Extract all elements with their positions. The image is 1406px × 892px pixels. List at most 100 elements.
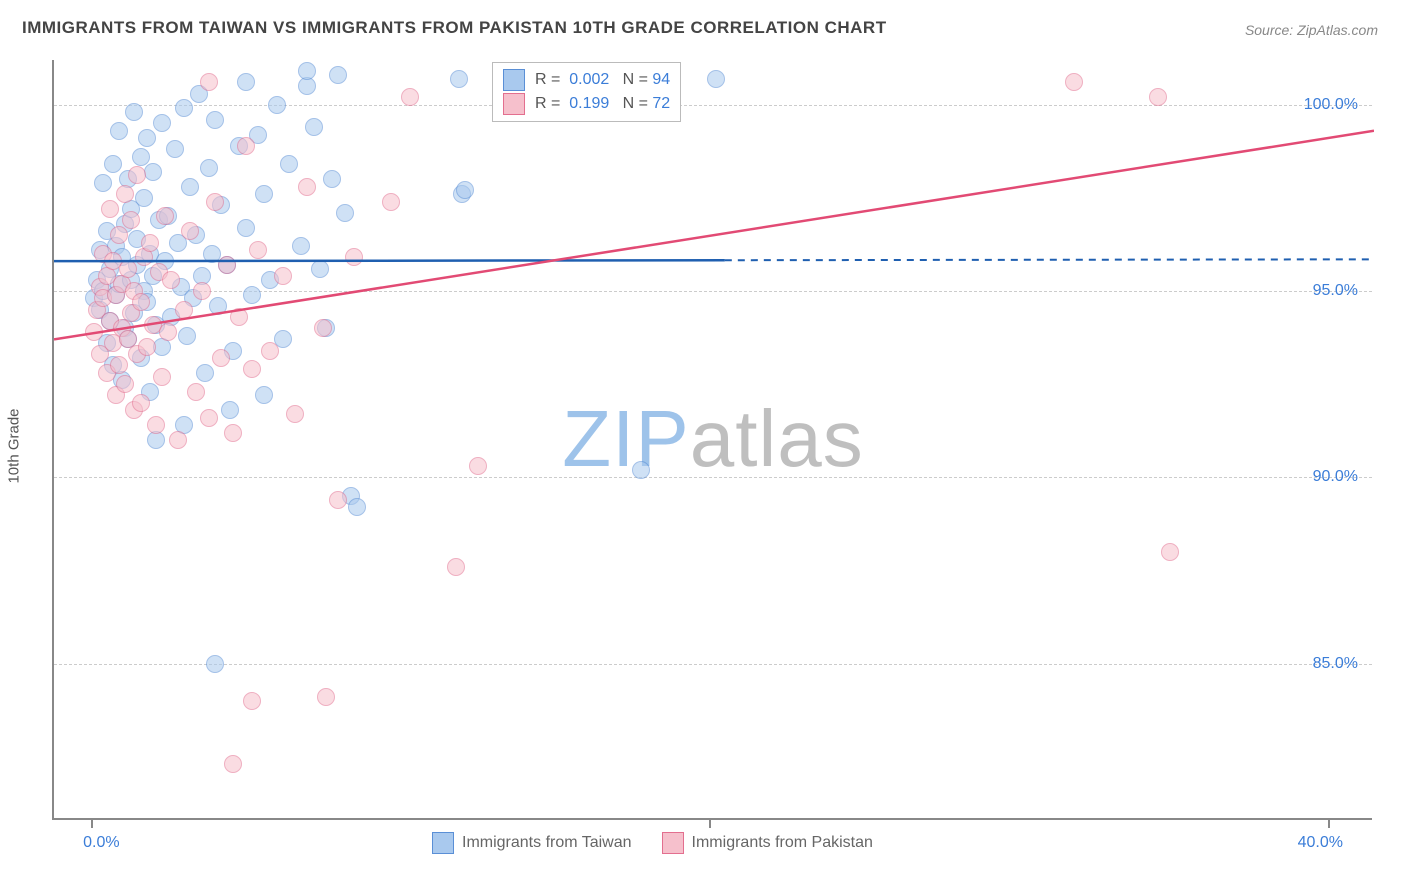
scatter-point — [469, 457, 487, 475]
legend-row: R = 0.002 N = 94 — [503, 69, 670, 91]
legend-correlation-box: R = 0.002 N = 94 R = 0.199 N = 72 — [492, 62, 681, 122]
scatter-point — [632, 461, 650, 479]
scatter-point — [147, 416, 165, 434]
legend-stats: R = 0.002 N = 94 — [535, 71, 670, 89]
scatter-point — [237, 219, 255, 237]
scatter-point — [206, 111, 224, 129]
scatter-point — [181, 178, 199, 196]
gridline — [54, 477, 1372, 478]
scatter-point — [456, 181, 474, 199]
scatter-point — [138, 338, 156, 356]
scatter-point — [132, 394, 150, 412]
watermark: ZIPatlas — [562, 393, 863, 485]
scatter-point — [175, 99, 193, 117]
scatter-point — [193, 282, 211, 300]
scatter-point — [116, 185, 134, 203]
scatter-point — [119, 260, 137, 278]
y-tick-label: 100.0% — [1304, 96, 1358, 114]
scatter-point — [311, 260, 329, 278]
y-tick-label: 85.0% — [1313, 655, 1358, 673]
scatter-point — [348, 498, 366, 516]
scatter-point — [274, 267, 292, 285]
scatter-point — [280, 155, 298, 173]
scatter-point — [329, 66, 347, 84]
scatter-point — [323, 170, 341, 188]
scatter-point — [286, 405, 304, 423]
scatter-point — [243, 360, 261, 378]
scatter-point — [101, 200, 119, 218]
scatter-point — [305, 118, 323, 136]
scatter-point — [200, 409, 218, 427]
scatter-point — [94, 174, 112, 192]
plot-area: ZIPatlas 85.0% 90.0% 95.0% 100.0% R = 0.002 … — [52, 60, 1372, 820]
scatter-point — [153, 368, 171, 386]
scatter-point — [230, 308, 248, 326]
scatter-point — [110, 226, 128, 244]
scatter-point — [255, 185, 273, 203]
scatter-point — [450, 70, 468, 88]
scatter-point — [122, 211, 140, 229]
scatter-point — [196, 364, 214, 382]
scatter-point — [237, 137, 255, 155]
scatter-point — [336, 204, 354, 222]
scatter-point — [200, 159, 218, 177]
y-tick-label: 90.0% — [1313, 468, 1358, 486]
scatter-point — [1065, 73, 1083, 91]
scatter-point — [144, 163, 162, 181]
scatter-point — [166, 140, 184, 158]
scatter-point — [178, 327, 196, 345]
scatter-point — [249, 241, 267, 259]
legend-swatch — [503, 93, 525, 115]
scatter-point — [132, 293, 150, 311]
scatter-point — [175, 301, 193, 319]
x-tick — [1328, 818, 1330, 828]
gridline — [54, 105, 1372, 106]
scatter-point — [382, 193, 400, 211]
chart-title: IMMIGRANTS FROM TAIWAN VS IMMIGRANTS FRO… — [22, 18, 887, 38]
scatter-point — [200, 73, 218, 91]
scatter-point — [224, 424, 242, 442]
legend-series-name: Immigrants from Pakistan — [692, 834, 873, 852]
scatter-point — [187, 383, 205, 401]
scatter-point — [261, 342, 279, 360]
scatter-point — [153, 114, 171, 132]
scatter-point — [159, 323, 177, 341]
scatter-point — [138, 129, 156, 147]
scatter-point — [243, 286, 261, 304]
scatter-point — [110, 356, 128, 374]
scatter-point — [203, 245, 221, 263]
legend-swatch — [503, 69, 525, 91]
scatter-point — [85, 323, 103, 341]
scatter-point — [221, 401, 239, 419]
scatter-point — [132, 148, 150, 166]
scatter-point — [243, 692, 261, 710]
legend-row: R = 0.199 N = 72 — [503, 93, 670, 115]
scatter-point — [237, 73, 255, 91]
scatter-point — [268, 96, 286, 114]
scatter-point — [128, 166, 146, 184]
scatter-point — [110, 122, 128, 140]
scatter-point — [218, 256, 236, 274]
legend-series: Immigrants from Taiwan Immigrants from Pa… — [432, 832, 873, 854]
scatter-point — [401, 88, 419, 106]
scatter-point — [156, 207, 174, 225]
scatter-point — [209, 297, 227, 315]
legend-swatch — [662, 832, 684, 854]
x-tick — [709, 818, 711, 828]
scatter-point — [104, 155, 122, 173]
legend-item: Immigrants from Taiwan — [432, 832, 632, 854]
scatter-point — [1149, 88, 1167, 106]
x-tick — [91, 818, 93, 828]
scatter-point — [206, 193, 224, 211]
scatter-point — [169, 431, 187, 449]
scatter-point — [224, 755, 242, 773]
scatter-point — [1161, 543, 1179, 561]
scatter-point — [345, 248, 363, 266]
y-tick-label: 95.0% — [1313, 282, 1358, 300]
scatter-point — [317, 688, 335, 706]
scatter-point — [314, 319, 332, 337]
scatter-point — [298, 178, 316, 196]
legend-item: Immigrants from Pakistan — [662, 832, 873, 854]
legend-stats: R = 0.199 N = 72 — [535, 95, 670, 113]
scatter-point — [135, 189, 153, 207]
